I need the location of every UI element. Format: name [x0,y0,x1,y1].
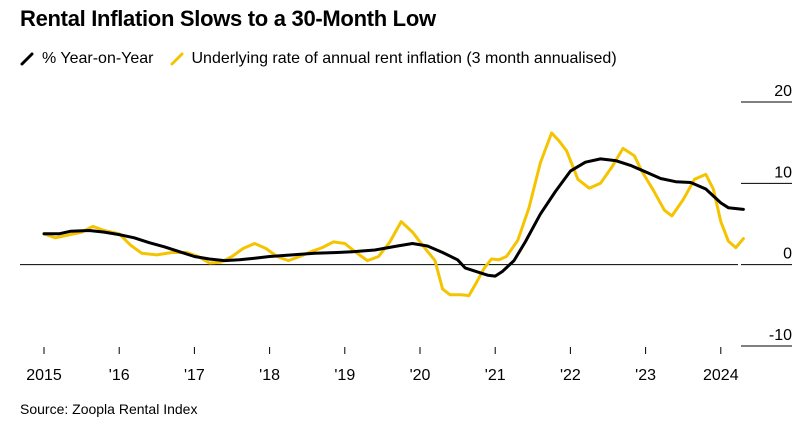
chart-title: Rental Inflation Slows to a 30-Month Low [20,6,436,31]
x-tick-label: '20 [410,367,431,384]
x-tick-label: '17 [184,367,205,384]
legend-swatch-underlying [170,52,183,66]
legend-swatch-yoy [20,52,34,66]
x-tick-label: '23 [635,367,656,384]
series-line-yoy [42,157,745,278]
series-line-underlying [42,131,745,298]
legend: % Year-on-Year Underlying rate of annual… [20,50,633,68]
x-tick-label: 2015 [26,367,62,384]
y-tick-label: 10 [774,164,792,181]
y-tick-label: 0 [783,246,792,263]
x-axis: 2015 '16 '17 '18 '19 '20 '21 '22 '23 2024 [26,347,739,384]
x-tick-label: '16 [109,367,130,384]
legend-item-yoy: % Year-on-Year [20,50,154,68]
legend-swatch-underlying-line [170,52,183,66]
legend-item-underlying: Underlying rate of annual rent inflation… [170,50,617,68]
legend-label-yoy: % Year-on-Year [42,50,154,67]
x-tick-label: '21 [485,367,506,384]
legend-swatch-yoy-line [20,52,34,66]
y-tick-label: -10 [769,327,792,344]
source-note: Source: Zoopla Rental Index [20,401,198,417]
y-tick-label: 20 [774,83,792,100]
x-tick-label: '22 [560,367,581,384]
legend-label-underlying: Underlying rate of annual rent inflation… [191,50,617,67]
x-tick-label: '18 [259,367,280,384]
x-tick-label: 2024 [703,367,739,384]
series-layer [42,131,745,298]
y-axis: 20 10 0 -10 [20,83,792,347]
x-tick-label: '19 [334,367,355,384]
